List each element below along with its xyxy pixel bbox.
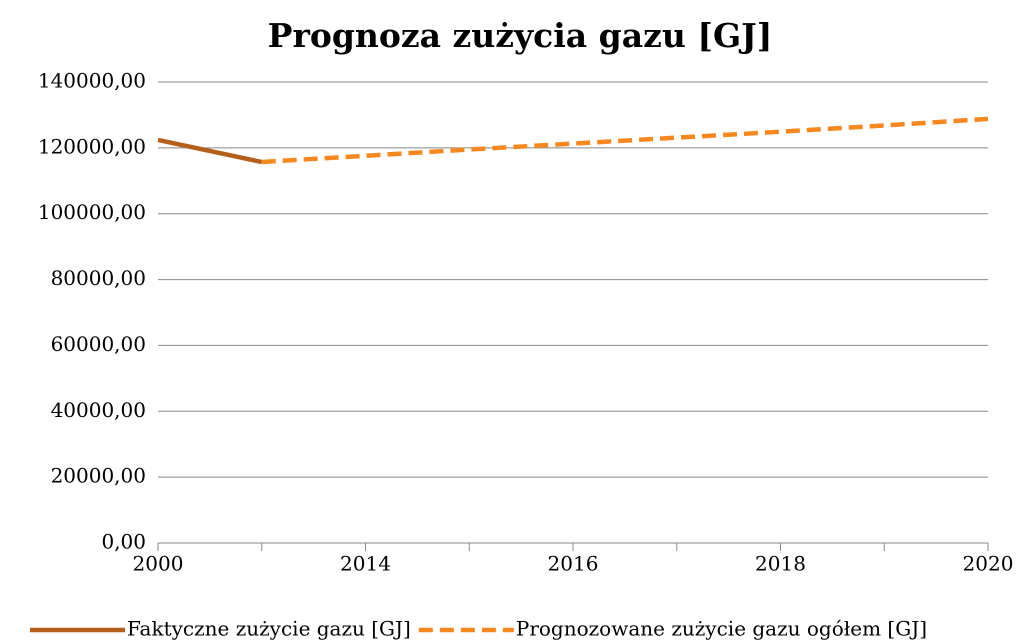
y-tick-label: 140000,00	[38, 69, 146, 93]
x-tick-label: 2014	[340, 552, 391, 576]
y-tick-label: 100000,00	[38, 200, 146, 224]
x-tick-label: 2000	[133, 552, 184, 576]
series-line	[261, 116, 989, 165]
chart-title: Prognoza zużycia gazu [GJ]	[268, 16, 773, 55]
legend-label: Faktyczne zużycie gazu [GJ]	[127, 617, 411, 641]
y-tick-label: 20000,00	[51, 464, 146, 488]
series-line	[157, 137, 263, 165]
y-tick-label: 120000,00	[38, 134, 146, 158]
y-tick-label: 40000,00	[51, 398, 146, 422]
y-tick-label: 60000,00	[51, 332, 146, 356]
y-tick-label: 80000,00	[51, 266, 146, 290]
legend-label: Prognozowane zużycie gazu ogółem [GJ]	[516, 617, 927, 641]
y-tick-label: 0,00	[101, 530, 146, 554]
x-tick-label: 2020	[963, 552, 1014, 576]
x-tick-label: 2018	[755, 552, 806, 576]
x-tick-label: 2016	[548, 552, 599, 576]
